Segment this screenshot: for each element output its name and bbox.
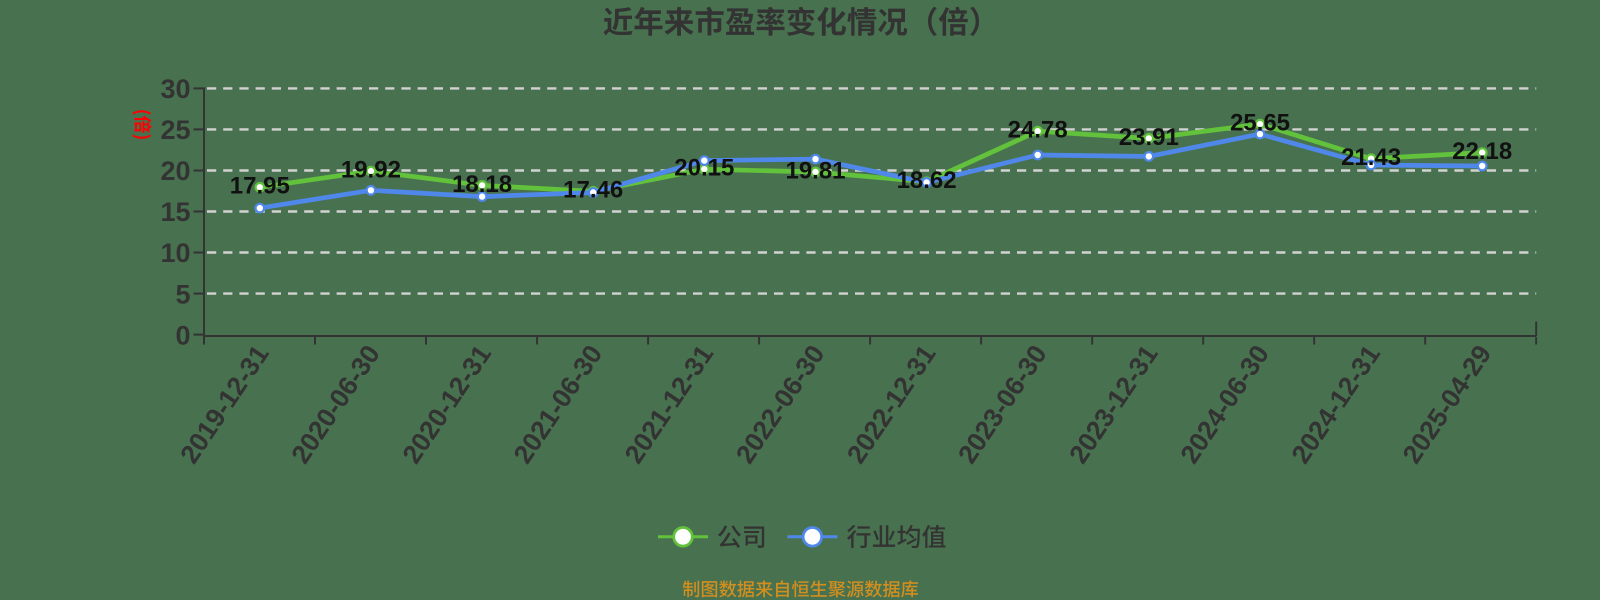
svg-text:0: 0 bbox=[175, 320, 190, 350]
svg-text:25.65: 25.65 bbox=[1230, 110, 1290, 137]
svg-text:22.18: 22.18 bbox=[1452, 138, 1512, 165]
svg-text:18.62: 18.62 bbox=[897, 167, 957, 194]
svg-text:18.18: 18.18 bbox=[452, 171, 512, 198]
svg-text:21.43: 21.43 bbox=[1341, 144, 1401, 171]
svg-text:24.78: 24.78 bbox=[1008, 117, 1068, 144]
svg-text:23.91: 23.91 bbox=[1119, 124, 1179, 151]
svg-text:25: 25 bbox=[160, 115, 190, 145]
svg-text:20.15: 20.15 bbox=[674, 155, 734, 182]
svg-text:20: 20 bbox=[160, 156, 190, 186]
svg-text:15: 15 bbox=[160, 197, 190, 227]
svg-text:30: 30 bbox=[160, 74, 190, 104]
svg-text:17.46: 17.46 bbox=[563, 177, 623, 204]
svg-text:5: 5 bbox=[175, 279, 190, 309]
svg-text:19.92: 19.92 bbox=[341, 157, 401, 184]
svg-text:19.81: 19.81 bbox=[785, 157, 845, 184]
svg-text:10: 10 bbox=[160, 238, 190, 268]
svg-text:17.95: 17.95 bbox=[230, 173, 290, 200]
